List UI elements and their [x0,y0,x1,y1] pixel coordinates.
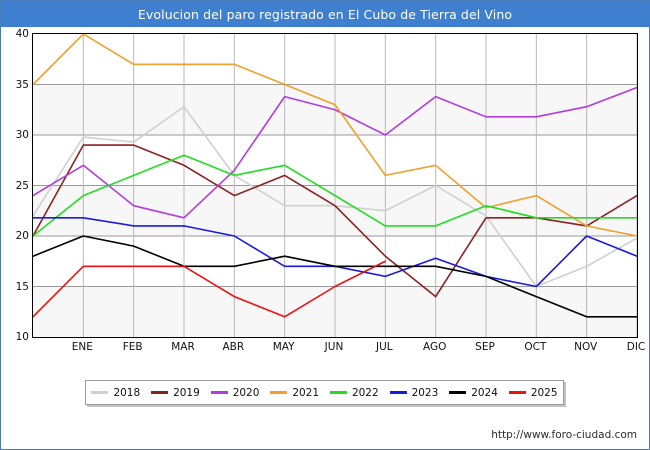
legend-swatch-2018 [91,391,109,394]
x-tick-label-jul: JUL [376,341,393,353]
legend-swatch-2025 [508,391,526,394]
legend-label-2022: 2022 [351,386,379,399]
legend-item-2023[interactable]: 2023 [389,386,439,399]
line-chart-svg [33,34,637,337]
x-tick-label-may: MAY [272,341,295,353]
x-tick-label-sep: SEP [475,341,495,353]
page-title: Evolucion del paro registrado en El Cubo… [137,6,513,22]
x-tick-label-ago: AGO [422,341,447,353]
y-axis-labels: 10 15 20 25 30 35 40 [1,28,29,343]
legend-item-2024[interactable]: 2024 [449,387,498,399]
window-title-bar: Evolucion del paro registrado en El Cubo… [1,1,649,27]
x-tick-label-jun: JUN [324,341,344,353]
series-line-2024 [33,235,637,318]
legend-item-2018[interactable]: 2018 [91,387,140,399]
legend-item-2020[interactable]: 2020 [210,386,260,399]
y-tick-label-35: 35 [15,78,29,91]
series-line-2020 [33,86,637,219]
chart-legend: 2018 2019 2020 2021 2022 2023 2024 2025 [85,380,564,405]
series-line-2021 [33,34,637,237]
legend-label-2019: 2019 [173,386,200,399]
legend-item-2022[interactable]: 2022 [329,386,379,399]
legend-label-2021: 2021 [292,386,320,399]
legend-label-2020: 2020 [232,386,260,399]
legend-label-2018: 2018 [113,386,141,399]
legend-swatch-2022 [329,391,347,394]
y-tick-label-10: 10 [15,331,29,343]
y-tick-label-30: 30 [15,129,29,141]
legend-label-2023: 2023 [411,386,439,399]
legend-label-2024: 2024 [471,386,498,399]
x-tick-label-ene: ENE [71,341,93,353]
legend-item-2021[interactable]: 2021 [270,387,319,399]
x-axis-labels: ENE FEB MAR ABR MAY JUN JUL AGO SEP OCT NOV DIC [32,341,645,357]
footer-url: http://www.foro-ciudad.com [491,429,637,441]
x-tick-label-feb: FEB [122,341,143,353]
y-tick-label-25: 25 [15,179,29,192]
x-tick-label-dic: DIC [626,341,646,353]
legend-item-2025[interactable]: 2025 [508,386,558,399]
legend-swatch-2024 [449,391,467,394]
x-tick-label-oct: OCT [524,341,547,353]
legend-swatch-2019 [151,391,169,394]
legend-swatch-2020 [210,391,228,394]
legend-swatch-2023 [389,391,407,394]
x-tick-label-mar: MAR [171,341,195,353]
x-tick-label-nov: NOV [574,341,598,353]
y-tick-label-20: 20 [15,230,29,242]
y-tick-label-15: 15 [15,280,29,293]
x-tick-label-abr: ABR [222,341,245,353]
legend-swatch-2021 [270,391,288,394]
series-line-2025 [33,260,387,318]
series-line-2022 [33,154,637,237]
legend-label-2025: 2025 [530,386,558,399]
chart-plot-area [32,33,638,338]
legend-item-2019[interactable]: 2019 [151,387,200,399]
y-tick-label-40: 40 [15,28,29,40]
